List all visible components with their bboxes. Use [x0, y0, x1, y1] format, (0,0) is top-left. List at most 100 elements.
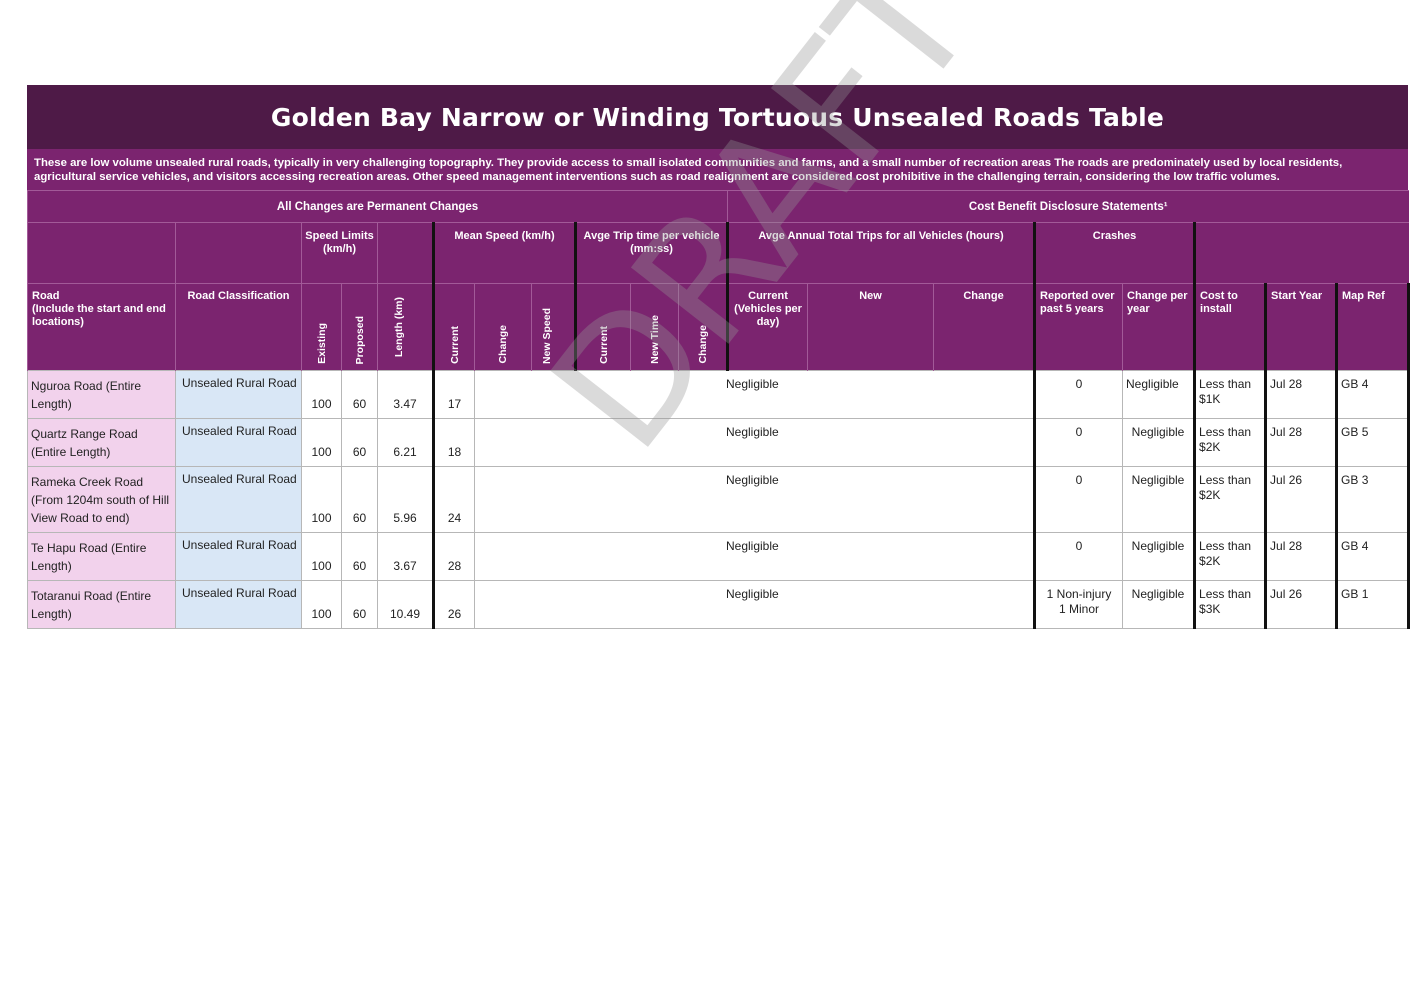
- group-mean-speed: Mean Speed (km/h): [432, 222, 576, 284]
- classification-cell: Unsealed Rural Road: [175, 580, 302, 629]
- col-tt-current-label: Current: [597, 326, 610, 364]
- start-year-cell: Jul 28: [1264, 370, 1337, 419]
- col-proposed: Proposed: [341, 283, 378, 371]
- impact-cell: Negligible: [473, 580, 1035, 629]
- table-row: Nguroa Road (Entire Length) Unsealed Rura…: [27, 370, 1411, 419]
- current-speed-cell: 17: [432, 370, 475, 419]
- cost-cell: Less than $1K: [1193, 370, 1266, 419]
- existing-limit-cell: 100: [301, 532, 342, 581]
- col-cost: Cost to install: [1193, 283, 1266, 371]
- group-blank-class: [175, 222, 302, 284]
- road-cell: Rameka Creek Road (From 1204m south of H…: [27, 466, 176, 533]
- classification-cell: Unsealed Rural Road: [175, 370, 302, 419]
- road-cell: Nguroa Road (Entire Length): [27, 370, 176, 419]
- existing-limit-cell: 100: [301, 418, 342, 467]
- roads-table: All Changes are Permanent Changes Cost B…: [26, 190, 1411, 629]
- crash-change-cell: Negligible: [1122, 370, 1195, 419]
- col-tt-change-label: Change: [696, 325, 709, 364]
- band-permanent-changes: All Changes are Permanent Changes: [26, 190, 728, 223]
- table-row: Te Hapu Road (Entire Length) Unsealed Rur…: [27, 532, 1411, 581]
- col-tt-current: Current: [574, 283, 631, 371]
- current-speed-cell: 18: [432, 418, 475, 467]
- proposed-limit-cell: 60: [341, 370, 378, 419]
- col-ms-change: Change: [474, 283, 532, 371]
- classification-cell: Unsealed Rural Road: [175, 466, 302, 533]
- col-start-year: Start Year: [1264, 283, 1337, 371]
- cost-cell: Less than $2K: [1193, 418, 1266, 467]
- start-year-cell: Jul 26: [1264, 580, 1337, 629]
- map-ref-cell: GB 5: [1335, 418, 1411, 467]
- proposed-limit-cell: 60: [341, 418, 378, 467]
- road-cell: Te Hapu Road (Entire Length): [27, 532, 176, 581]
- start-year-cell: Jul 28: [1264, 532, 1337, 581]
- current-speed-cell: 28: [432, 532, 475, 581]
- length-cell: 6.21: [377, 418, 434, 467]
- col-tt-change: Change: [677, 283, 728, 371]
- crashes-reported-cell: 0: [1033, 370, 1123, 419]
- impact-cell: Negligible: [473, 466, 1035, 533]
- group-trip-time: Avge Trip time per vehicle (mm:ss): [573, 222, 728, 284]
- col-road: Road (Include the start and end location…: [27, 283, 176, 371]
- start-year-cell: Jul 28: [1264, 418, 1337, 467]
- col-ms-current: Current: [432, 283, 475, 371]
- col-existing-label: Existing: [315, 323, 328, 364]
- col-at-new: New: [807, 283, 934, 371]
- group-blank-road: [27, 222, 176, 284]
- road-cell: Totaranui Road (Entire Length): [27, 580, 176, 629]
- map-ref-cell: GB 1: [1335, 580, 1411, 629]
- group-blank-cost: [1193, 222, 1409, 284]
- classification-cell: Unsealed Rural Road: [175, 418, 302, 467]
- road-cell: Quartz Range Road (Entire Length): [27, 418, 176, 467]
- col-tt-new: New Time: [630, 283, 679, 371]
- table-row: Quartz Range Road (Entire Length) Unseale…: [27, 418, 1411, 467]
- existing-limit-cell: 100: [301, 580, 342, 629]
- crash-change-cell: Negligible: [1122, 466, 1195, 533]
- table-row: Totaranui Road (Entire Length) Unsealed R…: [27, 580, 1411, 629]
- col-ms-new: New Speed: [531, 283, 576, 371]
- group-blank-length: [377, 222, 434, 284]
- current-speed-cell: 26: [432, 580, 475, 629]
- group-speed-limits: Speed Limits (km/h): [301, 222, 378, 284]
- group-crashes: Crashes: [1033, 222, 1195, 284]
- col-crash-change: Change per year: [1122, 283, 1195, 371]
- col-ms-change-label: Change: [497, 325, 509, 364]
- proposed-limit-cell: 60: [341, 580, 378, 629]
- crashes-reported-cell: 1 Non-injury 1 Minor: [1033, 580, 1123, 629]
- impact-cell: Negligible: [473, 532, 1035, 581]
- col-proposed-label: Proposed: [353, 315, 366, 364]
- col-existing: Existing: [301, 283, 342, 371]
- col-ms-new-label: New Speed: [541, 307, 553, 364]
- col-map-ref: Map Ref: [1335, 283, 1411, 371]
- length-cell: 10.49: [377, 580, 434, 629]
- page-title: Golden Bay Narrow or Winding Tortuous Un…: [27, 85, 1408, 149]
- col-length: Length (km): [377, 283, 434, 371]
- map-ref-cell: GB 4: [1335, 370, 1411, 419]
- col-crashes-reported: Reported over past 5 years: [1033, 283, 1123, 371]
- proposed-limit-cell: 60: [341, 466, 378, 533]
- proposed-limit-cell: 60: [341, 532, 378, 581]
- start-year-cell: Jul 26: [1264, 466, 1337, 533]
- roads-table-sheet: Golden Bay Narrow or Winding Tortuous Un…: [26, 85, 1411, 629]
- col-ms-current-label: Current: [448, 326, 461, 364]
- table-description: These are low volume unsealed rural road…: [27, 149, 1408, 190]
- group-annual-trips: Avge Annual Total Trips for all Vehicles…: [726, 222, 1035, 284]
- crashes-reported-cell: 0: [1033, 532, 1123, 581]
- map-ref-cell: GB 3: [1335, 466, 1411, 533]
- crash-change-cell: Negligible: [1122, 532, 1195, 581]
- classification-cell: Unsealed Rural Road: [175, 532, 302, 581]
- col-length-label: Length (km): [393, 296, 405, 358]
- cost-cell: Less than $3K: [1193, 580, 1266, 629]
- existing-limit-cell: 100: [301, 466, 342, 533]
- impact-cell: Negligible: [473, 418, 1035, 467]
- table-row: Rameka Creek Road (From 1204m south of H…: [27, 466, 1411, 533]
- crashes-reported-cell: 0: [1033, 418, 1123, 467]
- crashes-reported-cell: 0: [1033, 466, 1123, 533]
- crash-change-cell: Negligible: [1122, 418, 1195, 467]
- cost-cell: Less than $2K: [1193, 466, 1266, 533]
- map-ref-cell: GB 4: [1335, 532, 1411, 581]
- length-cell: 3.67: [377, 532, 434, 581]
- cost-cell: Less than $2K: [1193, 532, 1266, 581]
- col-at-current: Current (Vehicles per day): [726, 283, 808, 371]
- col-tt-new-label: New Time: [648, 315, 661, 364]
- impact-cell: Negligible: [473, 370, 1035, 419]
